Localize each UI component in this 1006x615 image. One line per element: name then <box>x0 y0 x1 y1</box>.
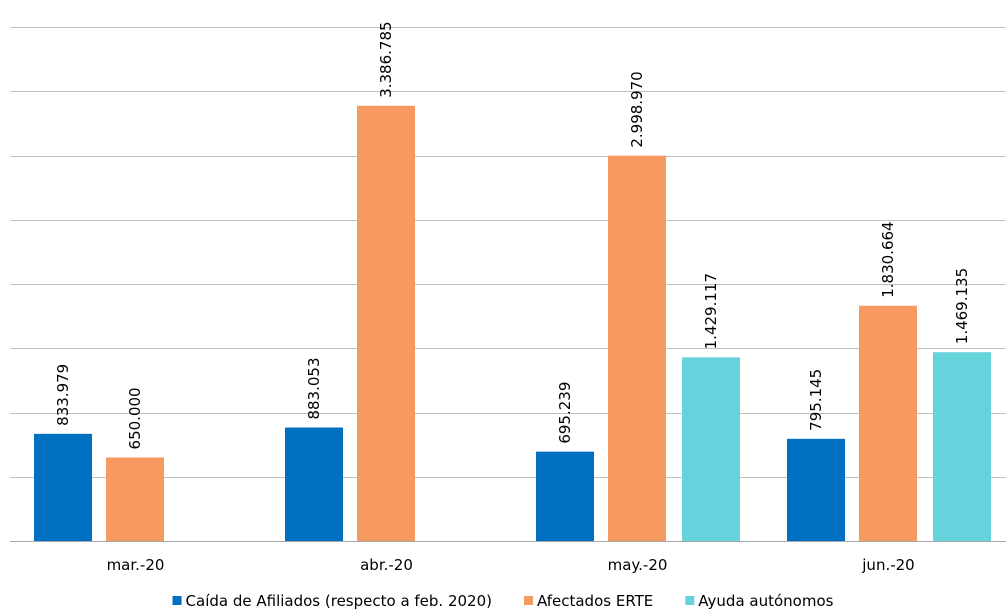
data-label: 1.830.664 <box>879 221 897 297</box>
x-axis: mar.-20 abr.-20 may.-20 jun.-20 <box>10 541 1006 574</box>
legend-label: Ayuda autónomos <box>698 592 833 610</box>
bar-2-3 <box>608 155 666 541</box>
bar-1-1 <box>34 433 92 541</box>
gridlines <box>10 27 1006 478</box>
legend-swatch <box>524 596 534 605</box>
legend: Caída de Afiliados (respecto a feb. 2020… <box>172 592 834 610</box>
bar-2-1 <box>106 457 164 541</box>
bar-1-4 <box>787 438 845 541</box>
data-label: 883.053 <box>305 357 323 419</box>
bar-3-4 <box>933 352 991 541</box>
legend-item-1: Caída de Afiliados (respecto a feb. 2020… <box>172 592 492 610</box>
legend-swatch <box>685 596 695 605</box>
data-label: 695.239 <box>556 382 574 444</box>
legend-label: Caída de Afiliados (respecto a feb. 2020… <box>186 592 492 610</box>
data-label: 2.998.970 <box>628 71 646 147</box>
bar-1-3 <box>536 451 594 541</box>
bar-2-2 <box>357 105 415 541</box>
x-tick-label: jun.-20 <box>861 556 914 574</box>
data-label: 1.429.117 <box>702 273 720 349</box>
x-tick-label: may.-20 <box>608 556 668 574</box>
data-labels: 833.979 650.000 883.053 3.386.785 695.239 2.9… <box>54 21 971 449</box>
bar-2-4 <box>859 305 917 541</box>
legend-item-3: Ayuda autónomos <box>685 592 834 610</box>
bar-3-3 <box>682 357 740 541</box>
legend-label: Afectados ERTE <box>537 592 653 610</box>
data-label: 833.979 <box>54 364 72 426</box>
data-label: 3.386.785 <box>377 21 395 97</box>
data-label: 650.000 <box>126 387 144 449</box>
x-tick-label: mar.-20 <box>107 556 165 574</box>
legend-item-2: Afectados ERTE <box>524 592 653 610</box>
data-label: 795.145 <box>807 369 825 431</box>
bars <box>34 105 991 541</box>
legend-swatch <box>172 596 182 605</box>
x-tick-label: abr.-20 <box>360 556 413 574</box>
data-label: 1.469.135 <box>953 268 971 344</box>
bar-1-2 <box>285 427 343 541</box>
